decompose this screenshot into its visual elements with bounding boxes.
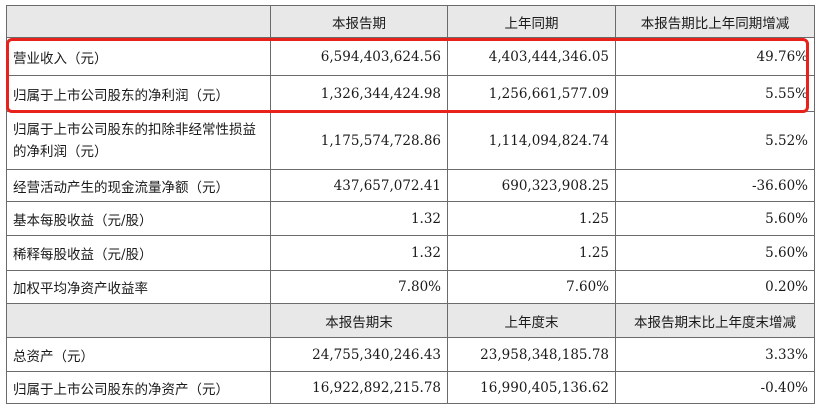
table-row-basic-eps: 基本每股收益（元/股） 1.32 1.25 5.60% [6, 201, 815, 236]
current-value: 1.32 [270, 235, 448, 271]
current-value: 1.32 [270, 201, 448, 236]
change-value: 3.33% [615, 337, 815, 372]
row-label: 经营活动产生的现金流量净额（元） [6, 169, 271, 202]
header-change-period: 本报告期比上年同期增减 [615, 5, 815, 38]
table-row-net-profit-excl: 归属于上市公司股东的扣除非经常性损益的净利润（元） 1,175,574,728.… [6, 111, 815, 170]
row-label: 归属于上市公司股东的净利润（元） [6, 75, 271, 112]
change-value: 5.55% [615, 75, 815, 112]
prior-value: 4,403,444,346.05 [447, 37, 616, 76]
table-row-diluted-eps: 稀释每股收益（元/股） 1.32 1.25 5.60% [6, 235, 815, 271]
table-row-net-profit: 归属于上市公司股东的净利润（元） 1,326,344,424.98 1,256,… [6, 75, 815, 112]
change-value: 49.76% [615, 37, 815, 76]
change-value: 5.60% [615, 235, 815, 271]
table-row-revenue: 营业收入（元） 6,594,403,624.56 4,403,444,346.0… [6, 37, 815, 76]
change-value: 5.52% [615, 111, 815, 170]
table-row-total-assets: 总资产（元） 24,755,340,246.43 23,958,348,185.… [6, 337, 815, 372]
prior-value: 690,323,908.25 [447, 169, 616, 202]
change-value: 0.20% [615, 270, 815, 304]
prior-value: 1.25 [447, 201, 616, 236]
header-row-period: 本报告期 上年同期 本报告期比上年同期增减 [6, 5, 815, 38]
prior-value: 1,256,661,577.09 [447, 75, 616, 112]
header-blank-cell [6, 303, 271, 338]
current-value: 6,594,403,624.56 [270, 37, 448, 76]
header-current-period: 本报告期 [270, 5, 448, 38]
header-prior-year-end: 上年度末 [447, 303, 616, 338]
current-value: 1,326,344,424.98 [270, 75, 448, 112]
header-row-period-end: 本报告期末 上年度末 本报告期末比上年度末增减 [6, 303, 815, 338]
header-prior-period: 上年同期 [447, 5, 616, 38]
change-value: -0.40% [615, 371, 815, 404]
current-value: 16,922,892,215.78 [270, 371, 448, 404]
current-value: 7.80% [270, 270, 448, 304]
prior-value: 7.60% [447, 270, 616, 304]
header-current-period-end: 本报告期末 [270, 303, 448, 338]
row-label: 总资产（元） [6, 337, 271, 372]
table-row-roe: 加权平均净资产收益率 7.80% 7.60% 0.20% [6, 270, 815, 304]
row-label: 归属于上市公司股东的扣除非经常性损益的净利润（元） [6, 111, 271, 170]
financial-summary-table: 本报告期 上年同期 本报告期比上年同期增减 营业收入（元） 6,594,403,… [6, 5, 815, 404]
row-label: 归属于上市公司股东的净资产（元） [6, 371, 271, 404]
row-label: 营业收入（元） [6, 37, 271, 76]
prior-value: 16,990,405,136.62 [447, 371, 616, 404]
current-value: 1,175,574,728.86 [270, 111, 448, 170]
prior-value: 1.25 [447, 235, 616, 271]
change-value: -36.60% [615, 169, 815, 202]
prior-value: 1,114,094,824.74 [447, 111, 616, 170]
prior-value: 23,958,348,185.78 [447, 337, 616, 372]
table-row-operating-cashflow: 经营活动产生的现金流量净额（元） 437,657,072.41 690,323,… [6, 169, 815, 202]
header-change-year-end: 本报告期末比上年度末增减 [615, 303, 815, 338]
change-value: 5.60% [615, 201, 815, 236]
row-label: 加权平均净资产收益率 [6, 270, 271, 304]
current-value: 24,755,340,246.43 [270, 337, 448, 372]
current-value: 437,657,072.41 [270, 169, 448, 202]
row-label: 稀释每股收益（元/股） [6, 235, 271, 271]
header-blank-cell [6, 5, 271, 38]
table-row-net-assets: 归属于上市公司股东的净资产（元） 16,922,892,215.78 16,99… [6, 371, 815, 404]
row-label: 基本每股收益（元/股） [6, 201, 271, 236]
